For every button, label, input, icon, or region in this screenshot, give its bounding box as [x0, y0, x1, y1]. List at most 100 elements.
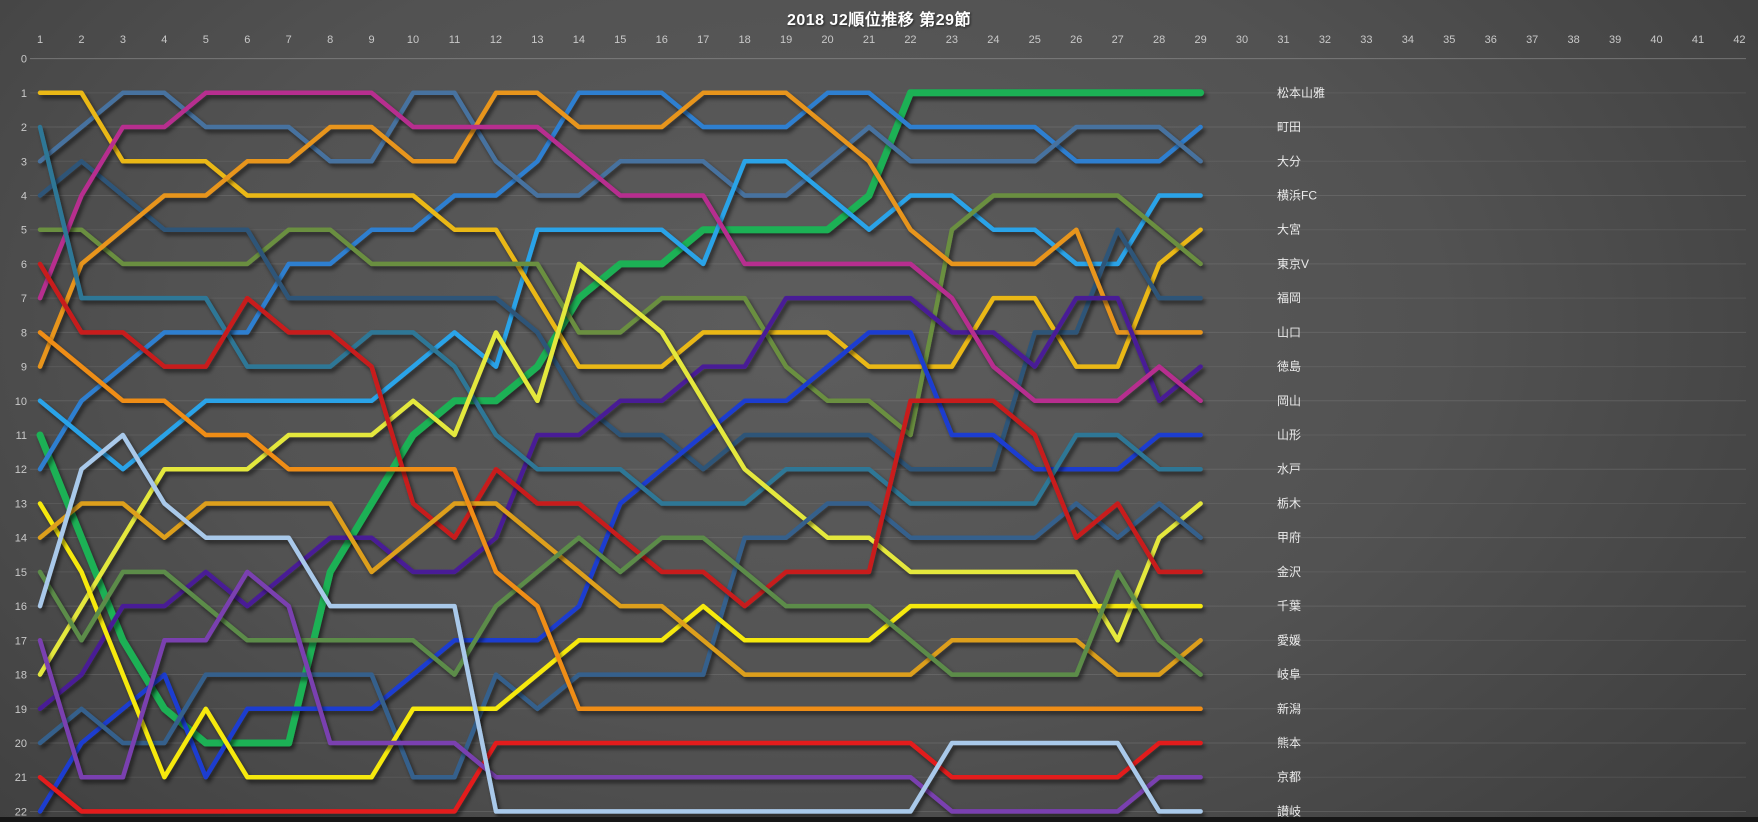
x-tick-round-12: 12	[490, 34, 502, 46]
legend-item-岡山[interactable]: 岡山	[1241, 394, 1301, 408]
series-lines	[36, 89, 1205, 814]
x-tick-round-38: 38	[1568, 34, 1580, 46]
chart-title: 2018 J2順位推移 第29節	[786, 12, 972, 29]
x-tick-round-15: 15	[614, 34, 626, 46]
legend-item-福岡[interactable]: 福岡	[1241, 290, 1301, 305]
x-tick-round-34: 34	[1402, 34, 1414, 46]
y-tick-rank-7: 7	[21, 293, 27, 305]
x-tick-round-11: 11	[449, 34, 460, 46]
legend-item-山形[interactable]: 山形	[1241, 428, 1301, 442]
legend-item-甲府[interactable]: 甲府	[1241, 530, 1301, 545]
legend-label-東京V: 東京V	[1277, 257, 1309, 271]
legend-item-讃岐[interactable]: 讃岐	[1241, 804, 1301, 818]
series-line-岐阜[interactable]	[37, 535, 1203, 677]
series-line-山形[interactable]	[37, 330, 1203, 814]
legend-item-金沢[interactable]: 金沢	[1241, 564, 1301, 579]
series-line-甲府[interactable]	[37, 501, 1203, 780]
series-line-金沢[interactable]	[37, 261, 1203, 609]
legend-item-栃木[interactable]: 栃木	[1241, 496, 1301, 510]
y-tick-rank-5: 5	[21, 225, 27, 237]
x-tick-round-14: 14	[573, 34, 585, 46]
legend-item-京都[interactable]: 京都	[1241, 770, 1301, 784]
y-tick-rank-18: 18	[15, 670, 27, 682]
legend-label-讃岐: 讃岐	[1277, 804, 1301, 818]
y-tick-rank-13: 13	[15, 498, 27, 510]
x-tick-round-13: 13	[531, 34, 543, 46]
x-tick-round-18: 18	[739, 34, 751, 46]
series-line-熊本[interactable]	[37, 740, 1203, 814]
legend-label-山形: 山形	[1277, 428, 1301, 442]
x-tick-round-19: 19	[780, 34, 792, 46]
y-tick-rank-17: 17	[15, 635, 27, 647]
legend-item-山口[interactable]: 山口	[1241, 325, 1301, 339]
series-line-大分[interactable]	[37, 90, 1203, 198]
legend-item-新潟[interactable]: 新潟	[1241, 701, 1301, 716]
x-tick-round-29: 29	[1194, 34, 1206, 46]
y-tick-rank-6: 6	[21, 259, 27, 271]
x-tick-round-22: 22	[904, 34, 916, 46]
legend-item-愛媛[interactable]: 愛媛	[1241, 633, 1301, 647]
legend-label-熊本: 熊本	[1277, 735, 1301, 750]
series-line-福岡[interactable]	[37, 159, 1203, 472]
legend-item-千葉[interactable]: 千葉	[1241, 599, 1301, 613]
y-tick-rank-8: 8	[21, 327, 27, 339]
x-tick-round-21: 21	[863, 34, 875, 46]
legend-label-岐阜: 岐阜	[1277, 668, 1301, 682]
legend-label-愛媛: 愛媛	[1277, 633, 1301, 647]
legend-item-松本山雅[interactable]: 松本山雅	[1240, 85, 1325, 100]
series-line-栃木[interactable]	[37, 261, 1203, 677]
x-tick-round-40: 40	[1650, 34, 1662, 46]
x-tick-round-6: 6	[244, 34, 250, 46]
x-tick-round-41: 41	[1692, 34, 1704, 46]
x-tick-round-9: 9	[369, 34, 375, 46]
y-tick-rank-22: 22	[15, 806, 27, 818]
series-line-松本山雅[interactable]	[36, 89, 1205, 747]
legend-item-徳島[interactable]: 徳島	[1241, 359, 1301, 374]
legend-label-京都: 京都	[1277, 770, 1301, 784]
legend-item-熊本[interactable]: 熊本	[1241, 735, 1301, 750]
x-tick-round-31: 31	[1277, 34, 1289, 46]
y-tick-rank-21: 21	[15, 772, 27, 784]
series-line-水戸[interactable]	[37, 124, 1203, 506]
y-tick-rank-15: 15	[15, 567, 27, 579]
legend-label-千葉: 千葉	[1277, 599, 1301, 613]
bottom-bar	[0, 817, 1758, 822]
legend-label-松本山雅: 松本山雅	[1277, 85, 1325, 100]
series-line-大宮[interactable]	[37, 90, 1203, 369]
legend-item-岐阜[interactable]: 岐阜	[1241, 668, 1301, 682]
x-tick-round-5: 5	[203, 34, 209, 46]
series-line-東京V[interactable]	[37, 193, 1203, 438]
x-tick-round-35: 35	[1443, 34, 1455, 46]
x-tick-round-30: 30	[1236, 34, 1248, 46]
y-tick-rank-4: 4	[21, 190, 27, 202]
series-line-山口[interactable]	[37, 90, 1203, 369]
legend-item-東京V[interactable]: 東京V	[1241, 257, 1309, 271]
legend-item-大宮[interactable]: 大宮	[1241, 222, 1301, 237]
y-tick-rank-19: 19	[15, 704, 27, 716]
legend-item-大分[interactable]: 大分	[1241, 154, 1301, 168]
series-line-千葉[interactable]	[37, 501, 1203, 780]
series-line-横浜FC[interactable]	[37, 159, 1203, 472]
x-tick-round-20: 20	[821, 34, 833, 46]
series-line-町田[interactable]	[37, 90, 1203, 472]
x-tick-round-39: 39	[1609, 34, 1621, 46]
x-tick-round-27: 27	[1112, 34, 1124, 46]
x-tick-round-3: 3	[120, 34, 126, 46]
series-line-愛媛[interactable]	[37, 501, 1203, 677]
legend-label-大宮: 大宮	[1277, 222, 1301, 237]
series-line-岡山[interactable]	[37, 90, 1203, 404]
legend-label-山口: 山口	[1277, 325, 1301, 339]
x-tick-round-32: 32	[1319, 34, 1331, 46]
series-line-京都[interactable]	[37, 569, 1203, 814]
legend-item-水戸[interactable]: 水戸	[1241, 462, 1301, 476]
x-tick-round-17: 17	[697, 34, 709, 46]
legend-label-横浜FC: 横浜FC	[1277, 188, 1317, 202]
legend-item-横浜FC[interactable]: 横浜FC	[1241, 188, 1317, 202]
x-tick-round-37: 37	[1526, 34, 1538, 46]
legend-item-町田[interactable]: 町田	[1241, 120, 1301, 134]
series-line-讃岐[interactable]	[37, 432, 1203, 814]
series-line-新潟[interactable]	[37, 330, 1203, 712]
legend-label-新潟: 新潟	[1277, 701, 1301, 716]
